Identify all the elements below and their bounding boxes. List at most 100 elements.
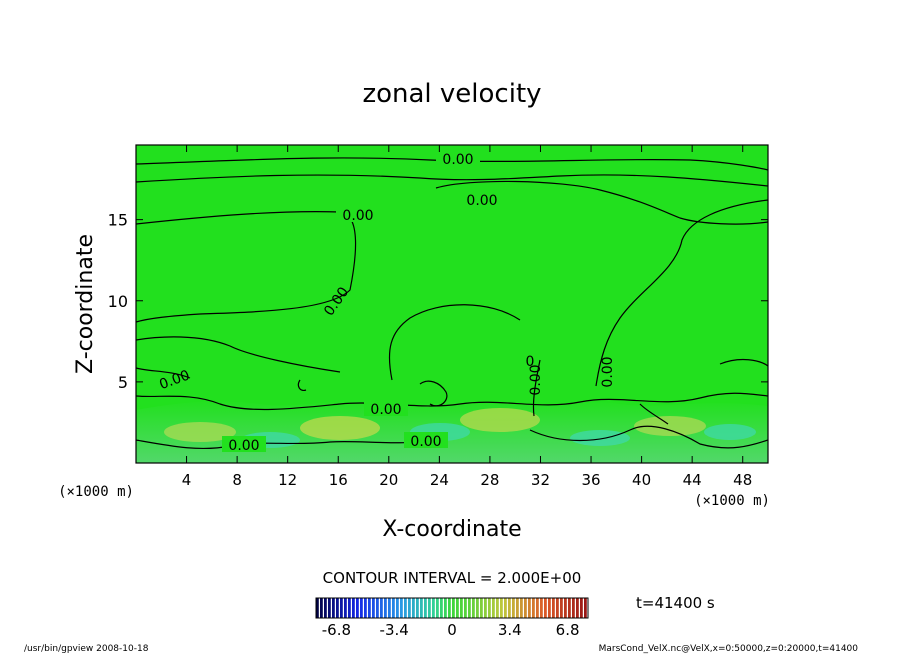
colorbar-swatch — [532, 598, 535, 618]
colorbar-swatch — [344, 598, 347, 618]
x-tick-label: 8 — [232, 471, 242, 489]
y-tick-label: 10 — [108, 292, 128, 311]
contour-label: 0 — [526, 354, 535, 370]
colorbar-swatch — [432, 598, 435, 618]
contour-label: 0.00 — [342, 208, 373, 224]
colorbar-swatch — [560, 598, 563, 618]
colorbar-swatch — [416, 598, 419, 618]
colorbar-swatch — [348, 598, 351, 618]
colorbar-swatch — [336, 598, 339, 618]
contour-label: 0.00 — [228, 438, 259, 454]
colorbar-swatch — [476, 598, 479, 618]
contour-label: 0.00 — [466, 193, 497, 209]
colorbar-swatch — [340, 598, 343, 618]
colorbar-tick-label: 6.8 — [556, 621, 580, 639]
colorbar-swatch — [504, 598, 507, 618]
cool-patch — [570, 430, 630, 446]
x-tick-label: 40 — [632, 471, 651, 489]
colorbar-swatch — [440, 598, 443, 618]
colorbar-swatch — [456, 598, 459, 618]
colorbar-swatch — [568, 598, 571, 618]
y-axis-unit: (×1000 m) — [58, 484, 134, 500]
colorbar-swatch — [328, 598, 331, 618]
colorbar-swatch — [576, 598, 579, 618]
colorbar-swatch — [464, 598, 467, 618]
contour-label: 0.00 — [370, 402, 401, 418]
colorbar-swatch — [524, 598, 527, 618]
warm-patch — [164, 422, 236, 442]
colorbar-swatch — [436, 598, 439, 618]
contour-label: 0.00 — [442, 152, 473, 168]
colorbar-tick-label: -6.8 — [322, 621, 351, 639]
plot-area: 0.00 0.00 0.00 0.00 0.00 0.00 0.00 0.00 … — [136, 145, 768, 463]
colorbar-swatch — [540, 598, 543, 618]
colorbar-swatch — [572, 598, 575, 618]
x-tick-label: 48 — [733, 471, 752, 489]
colorbar-swatch — [520, 598, 523, 618]
colorbar-frame — [315, 597, 589, 619]
colorbar-swatch — [544, 598, 547, 618]
colorbar-swatch — [488, 598, 491, 618]
colorbar-swatch — [408, 598, 411, 618]
x-tick-label: 24 — [430, 471, 449, 489]
colorbar-swatch — [508, 598, 511, 618]
colorbar-swatch — [548, 598, 551, 618]
colorbar-swatch — [444, 598, 447, 618]
footer-right: MarsCond_VelX.nc@VelX,x=0:50000,z=0:2000… — [599, 644, 859, 654]
chart-title: zonal velocity — [362, 79, 541, 109]
x-tick-label: 28 — [480, 471, 499, 489]
colorbar-swatch — [400, 598, 403, 618]
colorbar-swatch — [448, 598, 451, 618]
colorbar-tick-label: -3.4 — [380, 621, 409, 639]
colorbar-swatch — [492, 598, 495, 618]
colorbar-swatch — [404, 598, 407, 618]
colorbar-swatch — [512, 598, 515, 618]
colorbar-swatch — [536, 598, 539, 618]
x-tick-label: 32 — [531, 471, 550, 489]
contour-label: 0.00 — [410, 434, 441, 450]
colorbar-swatch — [380, 598, 383, 618]
warm-patch — [460, 408, 540, 432]
colorbar — [316, 598, 587, 618]
x-axis-label: X-coordinate — [382, 517, 521, 542]
colorbar-swatch — [580, 598, 583, 618]
colorbar-swatch — [468, 598, 471, 618]
contour-label: 0.00 — [600, 356, 616, 387]
contour-lines — [136, 157, 768, 450]
contour-label: 0.00 — [528, 364, 544, 395]
colorbar-tick-label: 0 — [447, 621, 457, 639]
colorbar-swatch — [528, 598, 531, 618]
colorbar-swatch — [332, 598, 335, 618]
footer-left: /usr/bin/gpview 2008-10-18 — [24, 644, 149, 654]
colorbar-swatch — [392, 598, 395, 618]
colorbar-swatch — [552, 598, 555, 618]
y-tick-label: 5 — [118, 373, 128, 392]
colorbar-swatch — [584, 598, 587, 618]
colorbar-swatch — [376, 598, 379, 618]
colorbar-swatch — [352, 598, 355, 618]
colorbar-swatch — [364, 598, 367, 618]
colorbar-swatch — [480, 598, 483, 618]
colorbar-swatch — [424, 598, 427, 618]
colorbar-swatch — [500, 598, 503, 618]
colorbar-swatch — [452, 598, 455, 618]
colorbar-tick-label: 3.4 — [498, 621, 522, 639]
plot-frame — [135, 144, 769, 464]
warm-patch — [300, 416, 380, 440]
warm-patch — [634, 416, 706, 436]
x-axis-unit: (×1000 m) — [694, 493, 770, 509]
colorbar-swatch — [564, 598, 567, 618]
colorbar-swatch — [472, 598, 475, 618]
colorbar-ticks: -6.8 -3.4 0 3.4 6.8 — [322, 621, 580, 639]
colorbar-swatch — [496, 598, 499, 618]
colorbar-swatch — [420, 598, 423, 618]
x-tick-label: 20 — [379, 471, 398, 489]
time-label: t=41400 s — [636, 594, 715, 612]
colorbar-swatch — [516, 598, 519, 618]
colorbar-swatch — [396, 598, 399, 618]
colorbar-swatch — [360, 598, 363, 618]
x-tick-label: 16 — [329, 471, 348, 489]
colorbar-swatch — [460, 598, 463, 618]
x-axis: 4 8 12 16 20 24 28 32 36 40 44 48 — [182, 145, 752, 489]
